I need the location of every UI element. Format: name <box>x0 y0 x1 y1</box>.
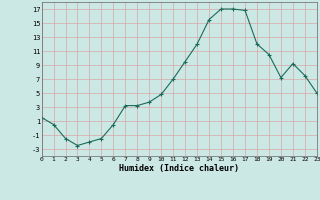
X-axis label: Humidex (Indice chaleur): Humidex (Indice chaleur) <box>119 164 239 173</box>
